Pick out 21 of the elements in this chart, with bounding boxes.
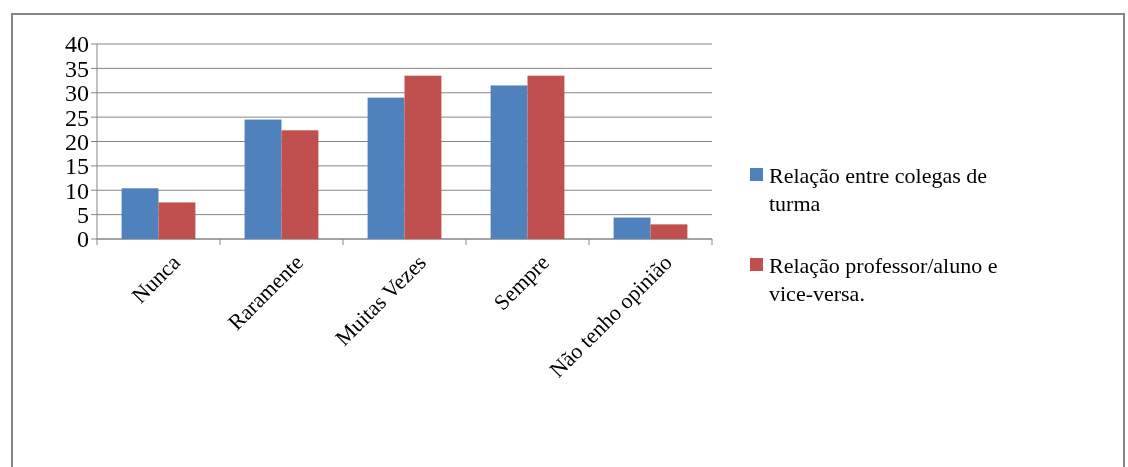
bar: [281, 130, 319, 239]
bar: [650, 224, 688, 239]
bar: [158, 202, 196, 239]
y-tick-label: 0: [77, 226, 89, 253]
y-tick-label: 25: [65, 104, 89, 131]
y-tick-label: 30: [65, 80, 89, 107]
legend-label: Relação professor/aluno e vice-versa.: [769, 252, 998, 307]
bar: [367, 97, 405, 239]
bar: [527, 75, 565, 239]
bar: [404, 75, 442, 239]
bar: [121, 188, 159, 239]
bar: [244, 119, 282, 239]
y-tick-label: 15: [65, 153, 89, 180]
y-tick-label: 35: [65, 55, 89, 82]
legend-label: Relação entre colegas de turma: [769, 162, 988, 217]
y-tick-label: 20: [65, 128, 89, 155]
y-tick-label: 5: [77, 202, 89, 229]
bar: [490, 85, 528, 239]
bar: [613, 217, 651, 239]
y-tick-label: 10: [65, 177, 89, 204]
y-tick-label: 40: [65, 31, 89, 58]
